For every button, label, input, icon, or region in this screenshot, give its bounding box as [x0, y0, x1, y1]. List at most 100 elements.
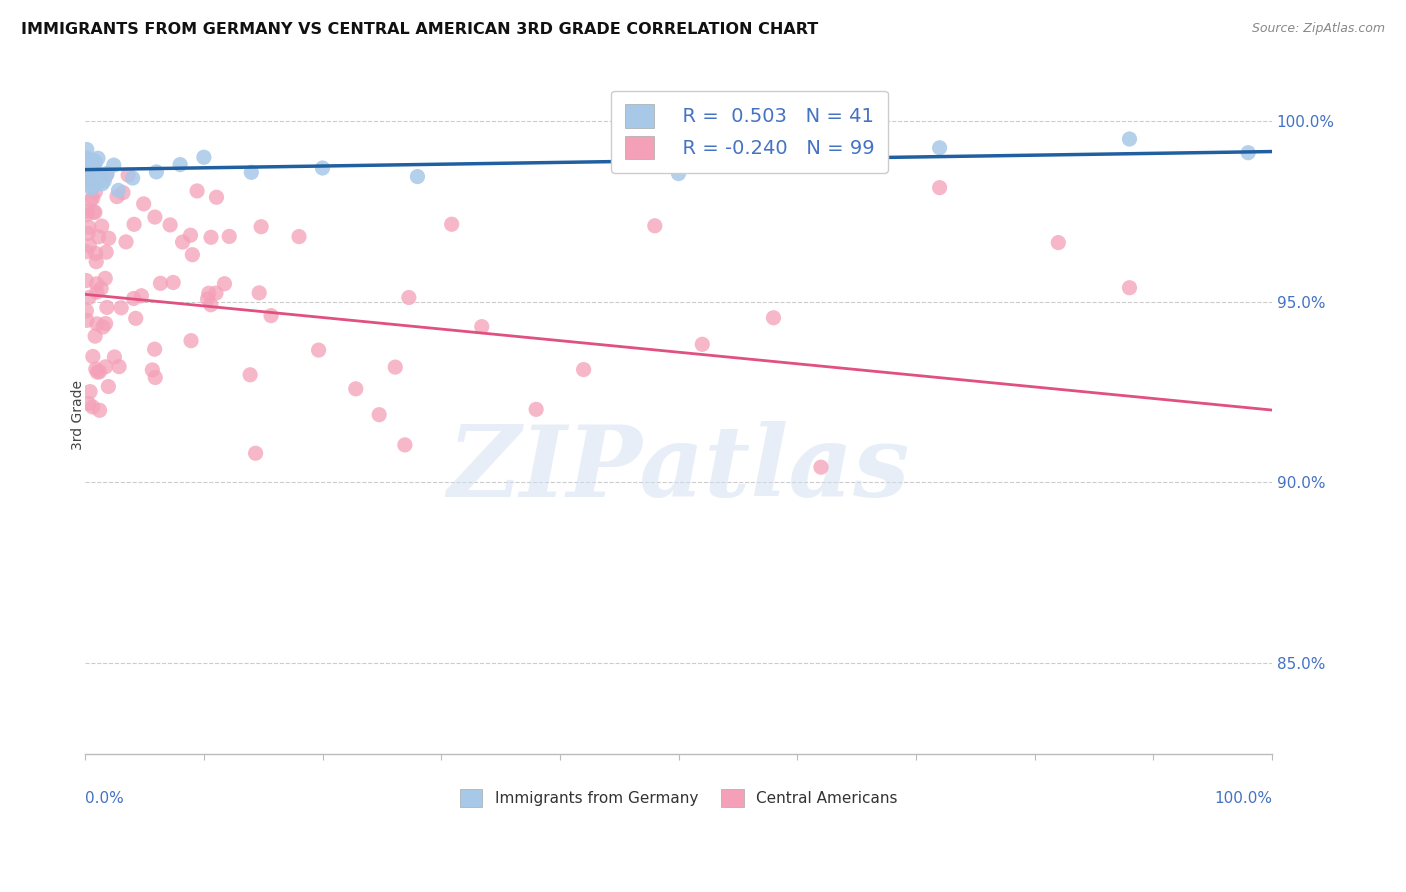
Point: [77, 220, 100, 235]
Point: [75, 168, 97, 182]
Point: [250, 219, 273, 234]
Point: [159, 218, 181, 232]
Point: [87, 151, 110, 165]
Point: [84, 254, 107, 268]
Point: [86, 169, 108, 183]
Point: [89, 403, 111, 417]
Text: ZIPatlas: ZIPatlas: [447, 421, 910, 518]
Point: [77, 169, 100, 184]
Point: [169, 158, 191, 172]
Point: [111, 186, 134, 200]
Point: [94, 359, 117, 374]
Point: [524, 402, 547, 417]
Point: [77, 238, 100, 252]
Point: [84, 329, 107, 343]
Point: [214, 277, 236, 291]
Point: [82, 191, 104, 205]
Point: [79, 193, 101, 207]
Point: [76, 143, 98, 157]
Point: [82, 166, 104, 180]
Point: [107, 183, 129, 197]
Point: [218, 229, 240, 244]
Point: [247, 285, 270, 300]
Point: [398, 291, 420, 305]
Point: [90, 281, 112, 295]
Point: [97, 231, 120, 245]
Point: [440, 217, 463, 231]
Point: [115, 235, 138, 249]
Point: [1047, 235, 1070, 250]
Point: [79, 384, 101, 399]
Point: [86, 317, 108, 331]
Point: [181, 248, 204, 262]
Point: [83, 153, 105, 168]
Point: [76, 161, 98, 175]
Point: [84, 185, 107, 199]
Point: [143, 210, 166, 224]
Legend: Immigrants from Germany, Central Americans: Immigrants from Germany, Central America…: [453, 782, 904, 814]
Text: IMMIGRANTS FROM GERMANY VS CENTRAL AMERICAN 3RD GRADE CORRELATION CHART: IMMIGRANTS FROM GERMANY VS CENTRAL AMERI…: [21, 22, 818, 37]
Point: [86, 277, 108, 291]
Point: [79, 178, 101, 193]
Point: [143, 342, 166, 356]
Point: [162, 276, 184, 290]
Point: [94, 317, 117, 331]
Point: [77, 164, 100, 178]
Point: [75, 244, 97, 259]
Point: [84, 246, 107, 260]
Point: [91, 320, 114, 334]
Point: [245, 446, 267, 460]
Point: [82, 350, 104, 364]
Point: [406, 169, 429, 184]
Point: [394, 438, 416, 452]
Point: [76, 154, 98, 169]
Point: [84, 362, 107, 376]
Point: [471, 319, 494, 334]
Point: [384, 360, 406, 375]
Point: [90, 219, 112, 233]
Point: [79, 175, 101, 189]
Point: [197, 286, 219, 301]
Point: [143, 370, 166, 384]
Point: [93, 174, 115, 188]
Point: [87, 168, 110, 182]
Point: [82, 400, 104, 414]
Point: [193, 150, 215, 164]
Point: [108, 359, 131, 374]
Point: [96, 166, 118, 180]
Point: [690, 337, 713, 351]
Point: [83, 166, 105, 180]
Point: [80, 181, 103, 195]
Point: [84, 156, 107, 170]
Point: [240, 165, 263, 179]
Point: [205, 190, 228, 204]
Point: [122, 292, 145, 306]
Point: [76, 169, 98, 183]
Point: [91, 177, 114, 191]
Point: [87, 229, 110, 244]
Point: [75, 274, 97, 288]
Point: [94, 271, 117, 285]
Point: [308, 343, 330, 357]
Point: [200, 298, 222, 312]
Point: [141, 363, 163, 377]
Point: [103, 158, 125, 172]
Point: [76, 151, 98, 165]
Point: [668, 167, 690, 181]
Point: [122, 217, 145, 231]
Point: [82, 179, 104, 194]
Point: [121, 171, 143, 186]
Point: [76, 208, 98, 222]
Point: [83, 205, 105, 219]
Point: [928, 141, 950, 155]
Point: [105, 189, 128, 203]
Point: [125, 311, 148, 326]
Point: [186, 184, 208, 198]
Point: [86, 176, 108, 190]
Point: [172, 235, 194, 249]
Point: [75, 303, 97, 318]
Point: [1118, 281, 1140, 295]
Point: [77, 397, 100, 411]
Point: [644, 219, 666, 233]
Point: [76, 313, 98, 327]
